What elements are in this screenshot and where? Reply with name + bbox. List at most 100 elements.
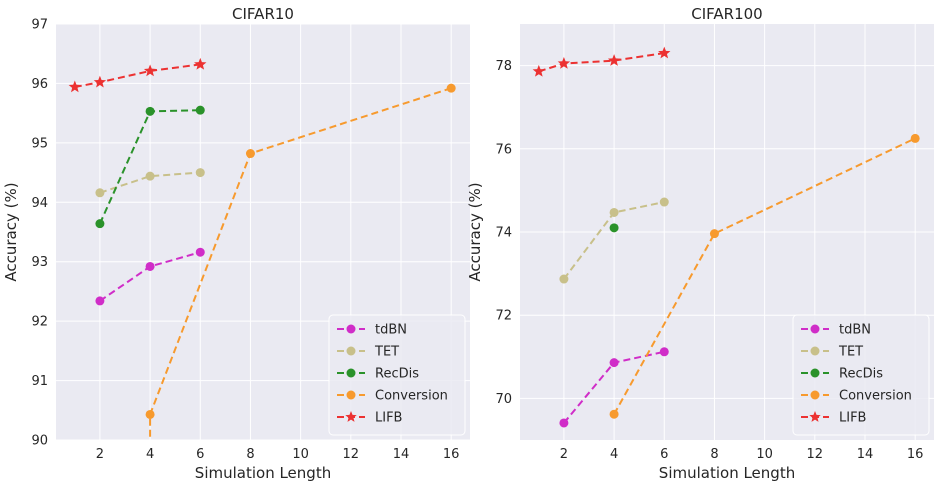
series-tet [559, 197, 669, 284]
y-tick-label: 92 [31, 315, 48, 330]
legend-item-lifb: LIFB [337, 411, 402, 426]
y-axis-label: Accuracy (%) [466, 182, 484, 281]
series-lifb [68, 57, 207, 93]
series-tdbn [95, 247, 205, 306]
legend: tdBN TET RecDis Conversion LIFB [792, 314, 930, 436]
data-point [145, 171, 155, 181]
legend-swatch-marker [346, 324, 356, 334]
x-axis-label: Simulation Length [195, 464, 331, 482]
data-point [659, 347, 669, 357]
legend-box [328, 314, 466, 436]
legend-item-lifb: LIFB [801, 411, 866, 426]
legend-item-tet: TET [337, 345, 399, 360]
legend-label: tdBN [839, 323, 871, 338]
data-point [95, 219, 105, 229]
legend-swatch-marker [810, 324, 820, 334]
legend-item-tdbn: tdBN [337, 323, 407, 338]
data-point-star [532, 64, 545, 77]
legend-label: Conversion [839, 389, 912, 404]
data-point [145, 409, 155, 419]
legend-label: RecDis [839, 367, 883, 382]
x-tick-label: 10 [292, 447, 309, 462]
y-tick-label: 72 [495, 309, 512, 324]
plot-area [532, 46, 920, 428]
data-point-star [557, 57, 571, 69]
cifar100-panel: 2 4 6 8 10 12 14 16 70 72 74 76 78 CIFAR100 Simulation… [466, 5, 934, 482]
y-tick-label: 95 [31, 136, 48, 151]
data-point [95, 188, 105, 198]
legend: tdBN TET RecDis Conversion LIFB [328, 314, 466, 436]
legend-label: TET [374, 345, 399, 360]
series-conversion [145, 83, 456, 440]
x-tick-label: 14 [393, 447, 410, 462]
x-tick-label: 6 [660, 447, 668, 462]
data-point-star [93, 75, 107, 88]
legend-swatch-marker [810, 346, 820, 356]
y-tick-label: 90 [31, 434, 48, 449]
series-conversion [609, 133, 920, 419]
y-tick-label: 78 [495, 59, 512, 74]
legend-label: TET [838, 345, 863, 360]
y-tick-label: 91 [31, 374, 48, 389]
legend-label: LIFB [375, 411, 402, 426]
legend-item-conversion: Conversion [337, 389, 448, 404]
series-lifb [532, 46, 671, 77]
data-point [559, 418, 569, 428]
series-line [74, 63, 201, 88]
legend-label: Conversion [375, 389, 448, 404]
series-line [99, 171, 201, 194]
data-point [910, 133, 920, 143]
x-tick-label: 14 [857, 447, 874, 462]
data-point [609, 358, 619, 368]
legend-item-recdis: RecDis [801, 367, 883, 382]
legend-label: LIFB [839, 411, 866, 426]
series-tet [95, 168, 205, 198]
series-recdis [609, 223, 619, 233]
series-line [538, 52, 665, 73]
data-point [195, 247, 205, 257]
y-tick-label: 94 [31, 196, 48, 211]
y-tick-label: 74 [495, 226, 512, 241]
legend-swatch-marker [810, 368, 820, 378]
y-tick-label: 96 [31, 77, 48, 92]
data-point [559, 274, 569, 284]
series-recdis [95, 105, 205, 229]
legend-label: RecDis [375, 367, 419, 382]
x-tick-label: 12 [807, 447, 824, 462]
x-tick-label: 12 [343, 447, 360, 462]
data-point [609, 207, 619, 217]
data-point [195, 168, 205, 178]
y-tick-label: 76 [495, 142, 512, 157]
data-point [446, 83, 456, 93]
data-point [195, 105, 205, 115]
legend-item-recdis: RecDis [337, 367, 419, 382]
legend-swatch-marker [810, 390, 820, 400]
data-point [145, 261, 155, 271]
x-tick-label: 10 [756, 447, 773, 462]
legend-swatch-marker [346, 346, 356, 356]
legend-swatch-marker [346, 390, 356, 400]
x-axis-label: Simulation Length [659, 464, 795, 482]
x-tick-label: 8 [246, 447, 254, 462]
y-tick-label: 70 [495, 392, 512, 407]
data-point-star [658, 46, 671, 59]
data-point [145, 106, 155, 116]
data-point-star [143, 64, 157, 77]
y-tick-label: 93 [31, 255, 48, 270]
x-tick-label: 4 [610, 447, 618, 462]
data-point-star [607, 54, 621, 66]
legend-item-tdbn: tdBN [801, 323, 871, 338]
plot-area [68, 57, 456, 440]
series-line [149, 87, 452, 440]
data-point [609, 409, 619, 419]
x-tick-label: 4 [146, 447, 154, 462]
chart-title: CIFAR100 [691, 5, 762, 23]
chart-title: CIFAR10 [232, 5, 294, 23]
x-tick-label: 16 [907, 447, 924, 462]
legend-swatch-marker [346, 368, 356, 378]
cifar10-panel: 2 4 6 8 10 12 14 16 90 91 92 93 94 95 96 97 CIFAR10 Simul… [2, 5, 470, 482]
x-tick-label: 2 [96, 447, 104, 462]
data-point [609, 223, 619, 233]
series-line [613, 137, 916, 415]
